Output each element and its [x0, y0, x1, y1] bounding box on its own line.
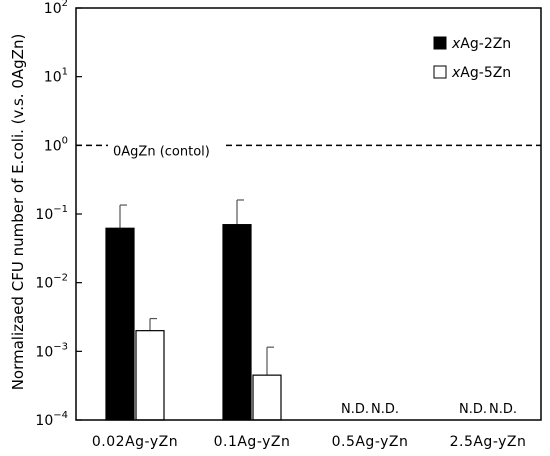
legend-label-rest: Ag-5Zn [460, 65, 511, 81]
bar-series-1 [105, 227, 135, 421]
x-axis-categories: 0.02Ag-yZn 0.1Ag-yZn 0.5Ag-yZn 2.5Ag-yZn [92, 434, 527, 450]
x-category-label: 0.5Ag-yZn [332, 434, 409, 450]
not-detected-label: N.D. [371, 402, 399, 417]
bar-series-2 [252, 374, 282, 421]
y-tick-label: 100 [44, 135, 68, 154]
legend-item-series-1: xAg-2Zn [433, 36, 511, 52]
y-tick-label: 10−4 [35, 410, 68, 429]
legend-label-italic-x: x [451, 65, 461, 81]
legend-swatch-series-2 [433, 65, 447, 79]
y-tick-label: 10−3 [35, 341, 68, 360]
legend-label-series-1: xAg-2Zn [451, 36, 511, 52]
not-detected-label: N.D. [341, 402, 369, 417]
y-tick-label: 102 [44, 0, 68, 17]
y-tick-label: 10−2 [35, 273, 68, 292]
not-detected-label: N.D. [459, 402, 487, 417]
x-category-label: 0.1Ag-yZn [214, 434, 291, 450]
x-category-label: 0.02Ag-yZn [92, 434, 178, 450]
bar-series-1 [222, 224, 252, 421]
reference-line-label: 0AgZn (contol) [113, 144, 210, 159]
x-category-label: 2.5Ag-yZn [450, 434, 527, 450]
legend-label-rest: Ag-2Zn [460, 36, 511, 52]
bars: N.D. N.D.N.D. N.D. [105, 199, 517, 421]
not-detected-label: N.D. [489, 402, 517, 417]
legend-swatch-series-1 [433, 36, 447, 50]
reference-label-background [108, 141, 224, 160]
legend-label-italic-x: x [451, 36, 461, 52]
reference-line-group: 0AgZn (contol) [76, 141, 541, 160]
y-tick-label: 10−1 [35, 204, 68, 223]
bar-series-2 [135, 330, 165, 421]
plot-frame [75, 7, 542, 421]
legend-item-series-2: xAg-5Zn [433, 65, 511, 81]
legend-label-series-2: xAg-5Zn [451, 65, 511, 81]
y-tick-label: 101 [44, 67, 68, 86]
y-axis-ticks: 102 101 100 10−1 10−2 10−3 10−4 [35, 0, 82, 429]
legend: xAg-2Zn xAg-5Zn [433, 36, 511, 81]
y-axis-label: Normalizaed CFU number of E.coli. (v.s. … [9, 34, 27, 391]
